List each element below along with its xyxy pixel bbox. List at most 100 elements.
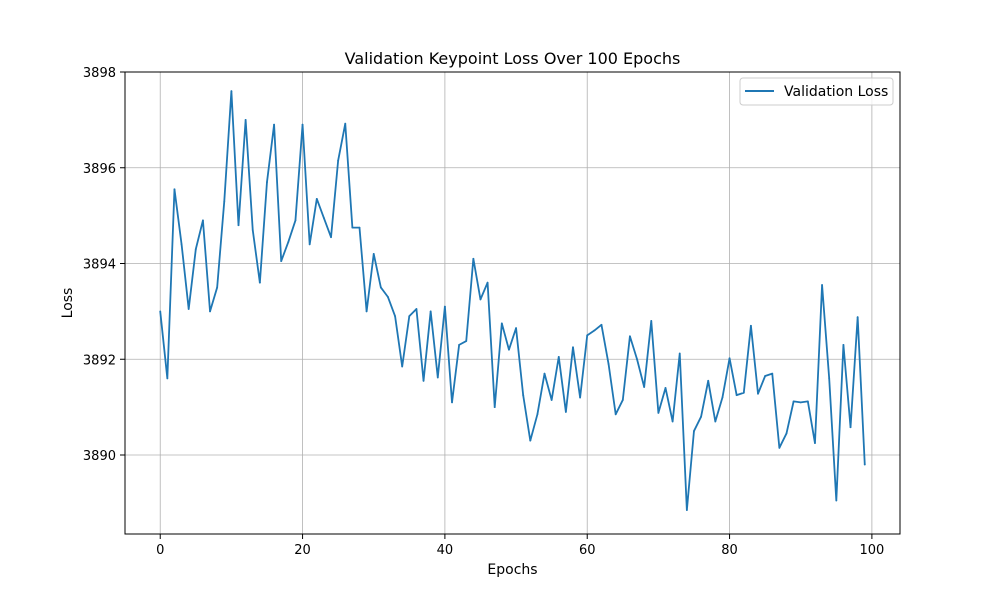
data-point: [415, 308, 418, 310]
data-point: [479, 298, 482, 301]
data-point: [792, 400, 795, 403]
x-tick-label: 0: [156, 543, 164, 558]
series-line-validation-loss: [159, 90, 866, 511]
x-tick-label: 80: [721, 543, 738, 558]
legend-box: [739, 77, 894, 106]
data-point: [472, 257, 475, 260]
data-point: [735, 394, 738, 397]
y-axis-label: Loss: [60, 288, 76, 319]
data-point: [536, 413, 539, 416]
data-point: [856, 316, 859, 319]
data-point: [629, 335, 631, 338]
data-point: [863, 463, 866, 466]
data-point: [273, 123, 275, 126]
data-point: [650, 320, 653, 322]
data-point: [564, 411, 567, 413]
data-point: [351, 226, 354, 229]
data-point: [301, 123, 304, 126]
data-point: [750, 324, 752, 327]
data-point: [358, 226, 361, 229]
y-tick-label: 3896: [83, 162, 116, 177]
data-point: [379, 286, 382, 289]
x-axis-label: Epochs: [487, 562, 537, 578]
data-point: [202, 219, 204, 222]
data-point: [323, 217, 325, 219]
ticks: 0 20 40 60 80 100 3890 3892 3894 3896 3898: [83, 66, 884, 558]
y-tick-label: 3892: [83, 353, 116, 368]
data-point: [159, 310, 162, 313]
data-point: [515, 327, 517, 330]
data-point: [557, 355, 560, 358]
data-point: [586, 334, 589, 337]
legend: Validation Loss: [739, 77, 894, 106]
data-point: [771, 372, 774, 375]
data-point: [799, 401, 802, 404]
data-point: [294, 219, 297, 222]
plot-area: [125, 72, 900, 534]
data-point: [330, 236, 332, 239]
data-point: [230, 90, 233, 93]
data-point: [394, 315, 396, 318]
data-point: [180, 243, 183, 246]
data-point: [436, 376, 439, 379]
data-point: [714, 420, 717, 423]
data-point: [308, 243, 311, 246]
data-point: [572, 346, 574, 349]
plot-frame: [124, 71, 901, 535]
data-point: [315, 197, 318, 200]
data-point: [522, 394, 525, 397]
data-point: [458, 343, 461, 346]
data-point: [422, 379, 425, 382]
data-point: [814, 442, 816, 444]
data-point: [529, 439, 532, 442]
data-point: [671, 420, 674, 423]
data-point: [728, 357, 731, 360]
data-point: [764, 375, 767, 377]
data-point: [337, 159, 340, 162]
data-point: [828, 377, 831, 380]
data-point: [486, 281, 489, 284]
data-point: [194, 248, 197, 251]
data-point: [657, 411, 660, 414]
data-point: [209, 310, 211, 313]
data-point: [443, 305, 446, 308]
data-point: [721, 396, 724, 399]
data-point: [251, 229, 254, 231]
data-point: [223, 200, 226, 203]
data-point: [842, 343, 845, 346]
data-point: [785, 432, 788, 435]
data-point: [579, 396, 582, 399]
data-point: [500, 322, 503, 325]
data-point: [365, 310, 368, 313]
data-point: [643, 386, 646, 388]
data-point: [465, 340, 468, 342]
data-point: [664, 387, 667, 389]
chart-title: Validation Keypoint Loss Over 100 Epochs: [345, 49, 681, 68]
data-point: [216, 286, 219, 289]
data-point: [344, 122, 347, 125]
data-point: [493, 406, 496, 409]
data-point: [280, 260, 283, 263]
data-point: [451, 401, 453, 404]
data-point: [508, 348, 510, 351]
data-point: [693, 430, 695, 432]
y-tick-label: 3894: [83, 258, 116, 273]
data-point: [600, 323, 603, 326]
y-tick-label: 3898: [83, 66, 116, 81]
data-point: [821, 284, 823, 286]
data-point: [849, 426, 852, 429]
data-point: [408, 315, 411, 318]
data-point: [244, 118, 247, 121]
data-point: [550, 399, 553, 401]
data-point: [237, 224, 240, 227]
data-point: [173, 188, 176, 191]
data-point: [700, 415, 702, 418]
data-point: [429, 310, 432, 313]
data-point: [778, 446, 781, 449]
y-tick-label: 3890: [83, 449, 116, 464]
data-point: [835, 499, 838, 502]
x-tick-label: 60: [579, 543, 596, 558]
x-tick-label: 20: [294, 543, 311, 558]
data-point: [707, 379, 710, 382]
